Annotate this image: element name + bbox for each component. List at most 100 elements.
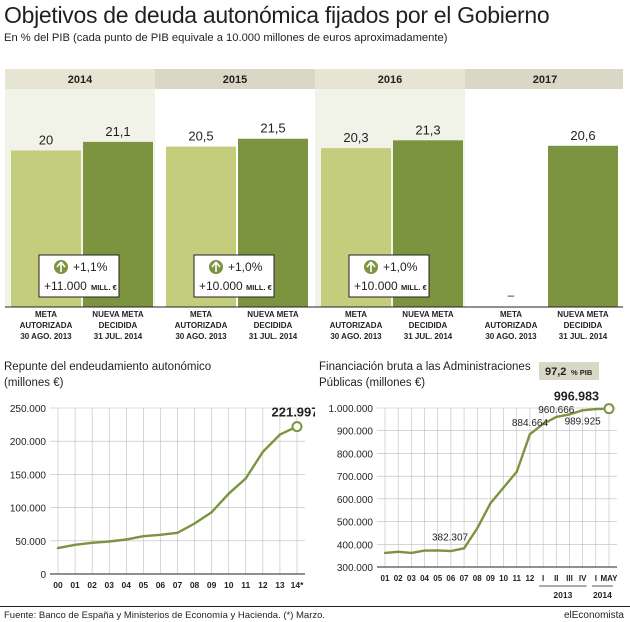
value-annotation: 884.664 [512, 418, 549, 429]
increase-callout-box [193, 254, 275, 298]
x-tick-label: III [566, 574, 573, 583]
data-point [555, 415, 558, 419]
data-point [436, 549, 439, 552]
data-point [462, 547, 466, 550]
data-point [176, 531, 179, 535]
y-tick-label: 1.000.000 [329, 404, 374, 415]
chart-title: Financiación bruta a las Administracione… [319, 361, 531, 373]
data-point [568, 413, 571, 416]
bar-value-label: 20 [39, 132, 53, 147]
bar-category-label: DECIDIDA [409, 321, 448, 330]
x-tick-label: 12 [525, 574, 534, 583]
year-header-2016 [315, 69, 465, 89]
data-point [244, 477, 247, 480]
x-tick-label: 01 [381, 574, 390, 583]
increase-percent: +1,1% [73, 260, 108, 274]
page-title: Objetivos de deuda autonómica fijados po… [4, 2, 550, 28]
end-point-marker [603, 403, 615, 415]
data-point [581, 409, 584, 412]
chart-subtitle: (millones €) [4, 377, 64, 389]
year-label: 2015 [223, 74, 247, 86]
bar-value-label: – [508, 288, 515, 302]
x-tick-label: 03 [407, 574, 416, 583]
bar-category-label: 31 JUL. 2014 [404, 332, 453, 341]
bar-category-label: AUTORIZADA [175, 321, 228, 330]
x-tick-label: 05 [139, 580, 149, 590]
x-tick-label: 09 [207, 580, 217, 590]
increase-unit: MILL. € [246, 283, 273, 292]
x-tick-label: 00 [53, 580, 63, 590]
y-tick-label: 200.000 [10, 437, 47, 448]
bar-category-label: 31 JUL. 2014 [249, 332, 298, 341]
x-tick-label: 06 [156, 580, 166, 590]
bar-category-label: NUEVA META [247, 310, 299, 319]
data-point [90, 541, 94, 544]
source-note: Fuente: Banco de España y Ministerios de… [4, 610, 326, 621]
increase-percent: +1,0% [383, 260, 418, 274]
x-tick-label: 13 [275, 580, 285, 590]
increase-amount: +11.000 [44, 279, 87, 293]
data-point [541, 422, 545, 426]
regional-debt-line-chart: Repunte del endeudamiento autonómico (mil… [4, 361, 315, 590]
x-tick-label: 07 [460, 574, 469, 583]
bar-category-label: DECIDIDA [254, 321, 293, 330]
data-point [193, 522, 196, 525]
data-point [410, 551, 413, 555]
value-annotation: 989.925 [565, 416, 602, 427]
y-tick-label: 400.000 [337, 540, 374, 551]
brand-logo: elEconomista [563, 610, 624, 621]
debt-targets-bar-chart: 2014 20 META AUTORIZADA 30 AGO. 2013 21,1 NUEV… [5, 69, 623, 341]
year-group-label: 2013 [553, 590, 572, 600]
bar-category-label: META [500, 310, 522, 319]
x-tick-label: 03 [104, 580, 114, 590]
bar-category-label: NUEVA META [92, 310, 144, 319]
bar-category-label: DECIDIDA [564, 321, 603, 330]
year-label: 2014 [68, 74, 93, 86]
pib-badge [539, 362, 599, 380]
y-tick-label: 0 [40, 570, 46, 581]
year-label: 2017 [533, 74, 557, 86]
bar-value-label: 20,5 [188, 129, 213, 144]
bar-value-label: 20,3 [343, 130, 368, 145]
value-annotation: 382.307 [432, 532, 469, 543]
y-tick-label: 600.000 [337, 495, 374, 506]
x-tick-label: 09 [486, 574, 495, 583]
bar-category-label: DECIDIDA [99, 321, 138, 330]
bar-category-label: AUTORIZADA [330, 321, 383, 330]
x-tick-label: 10 [499, 574, 508, 583]
x-tick-label: 02 [394, 574, 403, 583]
up-arrow-glyph [211, 261, 221, 272]
bar-category-label: AUTORIZADA [485, 321, 538, 330]
data-point [261, 450, 265, 454]
y-tick-label: 500.000 [337, 518, 374, 529]
page-subtitle: En % del PIB (cada punto de PIB equivale… [4, 32, 448, 44]
bar-category-label: NUEVA META [557, 310, 609, 319]
x-tick-label: 04 [420, 574, 429, 583]
bar-value-label: 21,3 [415, 122, 440, 137]
x-tick-label: 04 [122, 580, 132, 590]
year-header-2015 [160, 69, 310, 89]
chart-title: Repunte del endeudamiento autonómico [4, 361, 211, 373]
y-tick-label: 900.000 [337, 427, 374, 438]
increase-amount: +10.000 [354, 279, 398, 293]
increase-percent: +1,0% [228, 260, 263, 274]
data-point [515, 470, 518, 473]
data-point [449, 549, 453, 553]
y-tick-label: 800.000 [337, 449, 374, 460]
data-point [159, 533, 162, 537]
year-group-label: 2014 [593, 590, 612, 600]
public-financing-line-chart: Financiación bruta a las Administracione… [319, 361, 618, 600]
bar-category-label: 31 JUL. 2014 [94, 332, 143, 341]
x-tick-label: 11 [513, 574, 522, 583]
x-tick-label: 08 [190, 580, 200, 590]
chart-subtitle: Públicas (millones €) [319, 377, 425, 389]
x-tick-label: 01 [70, 580, 80, 590]
x-tick-label: I [595, 574, 597, 583]
year-label: 2016 [378, 74, 402, 86]
y-tick-label: 100.000 [10, 504, 47, 515]
end-value-label: 996.983 [554, 390, 599, 404]
x-tick-label: 12 [258, 580, 268, 590]
x-tick-label: MAY [600, 574, 618, 583]
data-point [210, 511, 213, 514]
bar-value-label: 21,1 [105, 124, 130, 139]
